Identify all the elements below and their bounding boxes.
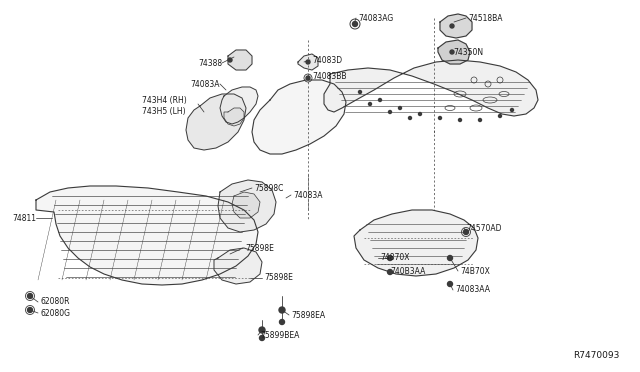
Text: 75898E: 75898E <box>264 273 293 282</box>
Polygon shape <box>228 50 252 70</box>
Polygon shape <box>438 40 470 64</box>
Polygon shape <box>218 180 276 232</box>
Text: 74083AG: 74083AG <box>358 13 393 22</box>
Text: 75898EA: 75898EA <box>291 311 325 320</box>
Circle shape <box>450 50 454 54</box>
Text: 75898E: 75898E <box>245 244 274 253</box>
Circle shape <box>419 112 422 115</box>
Circle shape <box>358 90 362 93</box>
Circle shape <box>479 119 481 122</box>
Text: 74811: 74811 <box>12 214 36 222</box>
Polygon shape <box>324 60 538 116</box>
Polygon shape <box>232 192 260 218</box>
Circle shape <box>388 110 392 113</box>
Circle shape <box>369 103 371 106</box>
Circle shape <box>458 119 461 122</box>
Circle shape <box>279 307 285 313</box>
Polygon shape <box>440 14 472 38</box>
Polygon shape <box>36 186 258 285</box>
Circle shape <box>438 116 442 119</box>
Circle shape <box>387 269 392 275</box>
Text: 74870X: 74870X <box>380 253 410 263</box>
Text: 74083BB: 74083BB <box>312 71 346 80</box>
Circle shape <box>28 294 33 298</box>
Circle shape <box>499 115 502 118</box>
Circle shape <box>408 116 412 119</box>
Polygon shape <box>214 248 262 284</box>
Text: 62080G: 62080G <box>40 308 70 317</box>
Text: 74570AD: 74570AD <box>466 224 502 232</box>
Circle shape <box>399 106 401 109</box>
Circle shape <box>306 60 310 64</box>
Circle shape <box>28 308 33 312</box>
Text: 740B3AA: 740B3AA <box>390 266 426 276</box>
Text: 74083AA: 74083AA <box>455 285 490 295</box>
Circle shape <box>511 109 513 112</box>
Text: 74388: 74388 <box>198 58 222 67</box>
Text: 74B70X: 74B70X <box>460 266 490 276</box>
Circle shape <box>306 76 310 80</box>
Circle shape <box>228 58 232 62</box>
Text: 74350N: 74350N <box>453 48 483 57</box>
Polygon shape <box>224 108 244 126</box>
Polygon shape <box>252 80 346 154</box>
Text: 74083A: 74083A <box>293 190 323 199</box>
Text: 74518BA: 74518BA <box>468 13 502 22</box>
Circle shape <box>259 336 264 340</box>
Text: 743H4 (RH): 743H4 (RH) <box>142 96 187 105</box>
Text: 75899BEA: 75899BEA <box>260 330 300 340</box>
Circle shape <box>463 230 468 234</box>
Circle shape <box>280 320 285 324</box>
Circle shape <box>447 256 452 260</box>
Circle shape <box>259 327 265 333</box>
Circle shape <box>447 282 452 286</box>
Circle shape <box>378 99 381 102</box>
Text: 75898C: 75898C <box>254 183 284 192</box>
Polygon shape <box>354 210 478 276</box>
Circle shape <box>450 24 454 28</box>
Text: 62080R: 62080R <box>40 298 70 307</box>
Polygon shape <box>220 87 258 124</box>
Polygon shape <box>186 94 246 150</box>
Circle shape <box>387 256 392 260</box>
Text: 743H5 (LH): 743H5 (LH) <box>142 106 186 115</box>
Polygon shape <box>298 54 318 70</box>
Text: 74083A: 74083A <box>191 80 220 89</box>
Text: R7470093: R7470093 <box>573 351 620 360</box>
Circle shape <box>353 22 358 26</box>
Text: 74083D: 74083D <box>312 55 342 64</box>
